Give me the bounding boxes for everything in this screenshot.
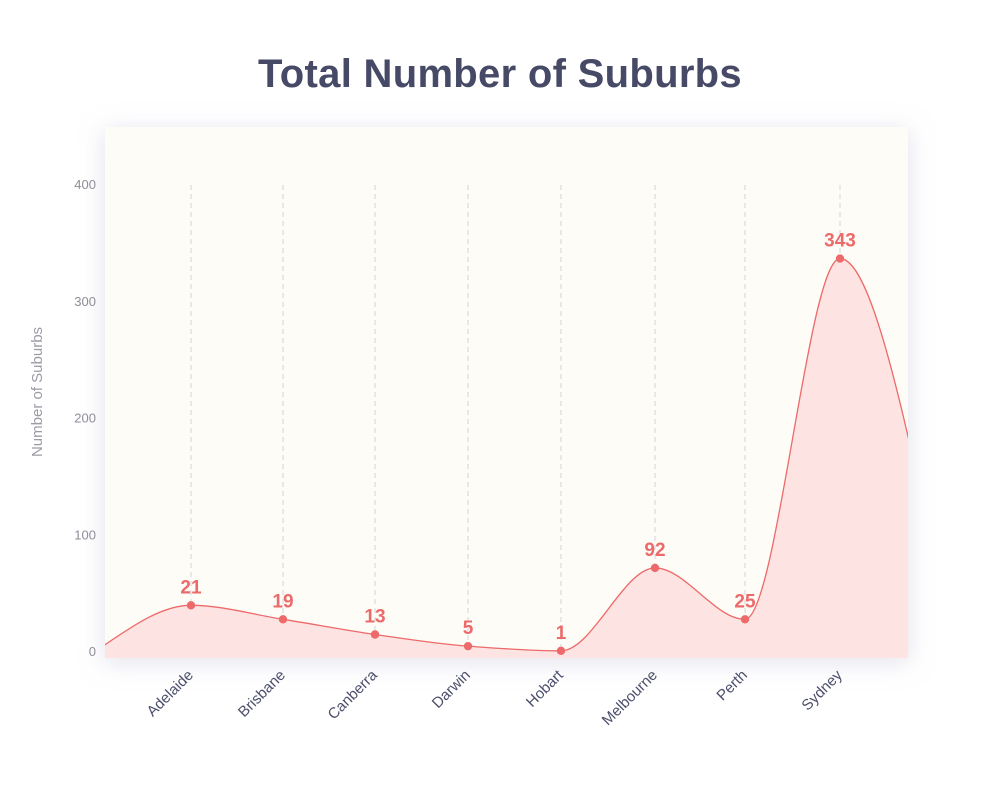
x-axis: Adelaide Brisbane Canberra Darwin Hobart Melb… xyxy=(144,666,847,729)
x-tick-label: Adelaide xyxy=(144,667,197,720)
x-tick-label: Perth xyxy=(713,667,750,704)
data-labels: 21 19 13 5 1 92 25 343 xyxy=(180,231,855,644)
y-tick-label: 400 xyxy=(74,177,96,192)
data-point xyxy=(740,615,750,624)
x-tick-label: Hobart xyxy=(523,666,567,710)
y-tick-label: 100 xyxy=(74,527,96,542)
data-label: 92 xyxy=(644,540,665,561)
data-point xyxy=(650,563,660,573)
area-fill xyxy=(105,258,908,658)
y-tick-label: 300 xyxy=(74,294,96,309)
y-tick-label: 200 xyxy=(74,411,96,426)
data-label: 19 xyxy=(272,591,293,612)
y-axis: 0 100 200 300 400 xyxy=(74,177,96,659)
data-point xyxy=(556,646,566,656)
data-label: 25 xyxy=(734,591,756,612)
x-tick-label: Brisbane xyxy=(235,667,289,721)
data-label: 5 xyxy=(463,618,474,639)
data-point xyxy=(835,254,845,263)
data-point xyxy=(370,630,380,639)
x-tick-label: Canberra xyxy=(325,666,382,723)
data-point xyxy=(186,601,196,610)
x-tick-label: Sydney xyxy=(798,666,846,714)
data-label: 13 xyxy=(364,606,385,627)
data-points xyxy=(186,254,845,656)
data-point xyxy=(278,615,288,624)
data-label: 21 xyxy=(180,577,202,598)
y-tick-label: 0 xyxy=(89,644,96,659)
x-tick-label: Darwin xyxy=(429,667,474,712)
data-label: 343 xyxy=(824,231,856,252)
data-point xyxy=(463,641,473,651)
x-tick-label: Melbourne xyxy=(599,667,661,729)
y-axis-label: Number of Suburbs xyxy=(29,327,46,457)
data-label: 1 xyxy=(556,623,567,644)
chart-title: Total Number of Suburbs xyxy=(258,52,742,96)
